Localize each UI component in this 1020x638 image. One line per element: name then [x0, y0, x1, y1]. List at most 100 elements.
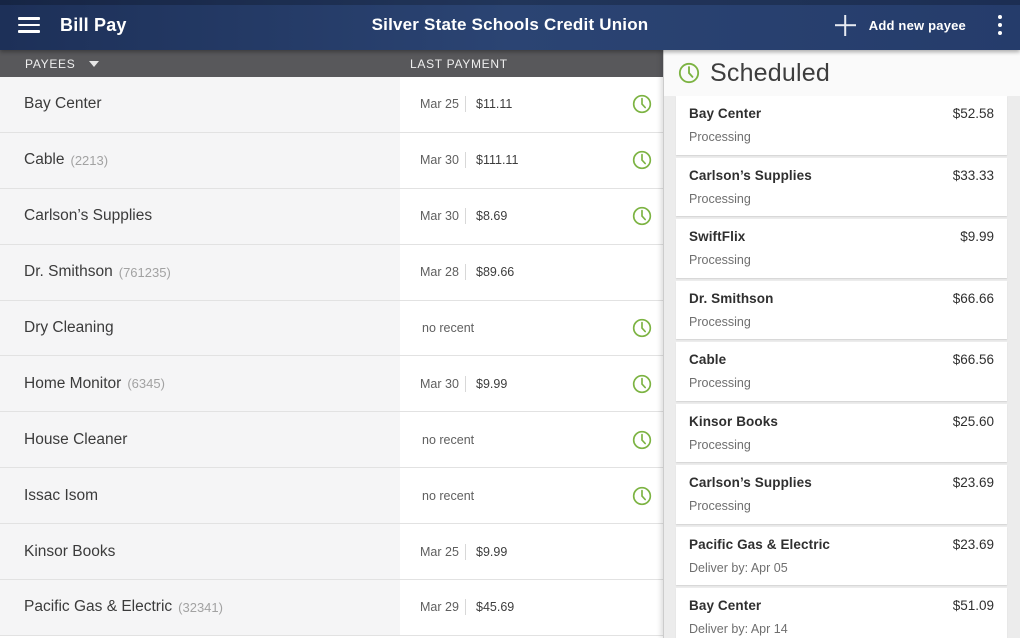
scheduled-item-top: Pacific Gas & Electric $23.69 — [689, 537, 994, 552]
scheduled-item[interactable]: Carlson’s Supplies $23.69 Processing — [676, 465, 1007, 524]
sort-arrow-icon[interactable] — [89, 60, 100, 67]
payment-divider — [465, 543, 466, 560]
scheduled-item[interactable]: SwiftFlix $9.99 Processing — [676, 219, 1007, 278]
payment-amount: $8.69 — [476, 209, 508, 224]
payee-row[interactable]: Dry Cleaning no recent — [0, 300, 663, 357]
add-new-payee-button[interactable]: Add new payee — [831, 9, 970, 42]
scheduled-status: Processing — [689, 499, 751, 513]
last-payment-cell: Mar 30 $111.11 — [400, 133, 663, 188]
payee-cell: Carlson’s Supplies — [0, 188, 400, 244]
hamburger-menu-icon[interactable] — [18, 17, 40, 33]
scheduled-status: Processing — [689, 191, 751, 206]
payee-name: Bay Center — [24, 95, 102, 113]
payment-info: Mar 30 $9.99 — [420, 375, 508, 392]
scheduled-clock-icon — [632, 318, 652, 338]
payee-row[interactable]: Cable (2213) Mar 30 $111.11 — [0, 132, 663, 189]
payee-cell: Home Monitor (6345) — [0, 356, 400, 412]
add-new-payee-label: Add new payee — [868, 17, 966, 33]
payment-date: Mar 29 — [420, 600, 459, 615]
payee-cell: Issac Isom — [0, 468, 400, 524]
scheduled-amount: $9.99 — [960, 229, 994, 244]
payee-name: Home Monitor — [24, 374, 122, 392]
payee-name: Dr. Smithson — [24, 263, 113, 281]
scheduled-item[interactable]: Pacific Gas & Electric $23.69 Deliver by… — [676, 526, 1007, 585]
scheduled-status: Deliver by: Apr 05 — [689, 560, 788, 575]
last-payment-cell: Mar 25 $11.11 — [400, 77, 663, 132]
payment-divider — [465, 599, 466, 616]
scheduled-amount: $66.56 — [952, 352, 994, 367]
app-title: Bill Pay — [60, 14, 127, 35]
payee-row[interactable]: Carlson’s Supplies Mar 30 $8.69 — [0, 188, 663, 245]
last-payment-cell: no recent — [400, 412, 663, 467]
overflow-menu-icon[interactable] — [992, 10, 1008, 41]
scheduled-payee-name: SwiftFlix — [689, 229, 746, 244]
scheduled-item-top: Bay Center $52.58 — [689, 106, 994, 121]
scheduled-item[interactable]: Kinsor Books $25.60 Processing — [676, 403, 1007, 462]
last-payment-cell: Mar 30 $9.99 — [400, 356, 663, 411]
payee-cell: Kinsor Books — [0, 524, 400, 580]
payee-row[interactable]: Dr. Smithson (761235) Mar 28 $89.66 — [0, 244, 663, 301]
payee-row[interactable]: Home Monitor (6345) Mar 30 $9.99 — [0, 356, 663, 413]
payment-divider — [465, 208, 466, 225]
scheduled-item-top: SwiftFlix $9.99 — [689, 229, 994, 244]
scheduled-status: Deliver by: Apr 14 — [689, 622, 788, 636]
payee-row[interactable]: Kinsor Books Mar 25 $9.99 — [0, 524, 663, 581]
scheduled-amount: $51.09 — [952, 598, 994, 613]
scheduled-amount: $25.60 — [952, 413, 994, 429]
scheduled-amount: $66.66 — [952, 290, 994, 306]
payee-row[interactable]: Bay Center Mar 25 $11.11 — [0, 77, 663, 133]
payees-column-header[interactable]: PAYEES — [25, 56, 76, 71]
payee-name: Dry Cleaning — [24, 319, 114, 336]
payee-cell: Bay Center — [0, 77, 400, 132]
scheduled-clock-icon — [632, 95, 652, 114]
scheduled-status: Processing — [689, 376, 751, 390]
scheduled-title: Scheduled — [710, 58, 830, 87]
payee-row[interactable]: Pacific Gas & Electric (32341) Mar 29 $4… — [0, 580, 663, 636]
scheduled-item[interactable]: Bay Center $52.58 Processing — [676, 96, 1007, 155]
scheduled-item[interactable]: Carlson’s Supplies $33.33 Processing — [676, 157, 1007, 216]
last-payment-cell: no recent — [400, 301, 663, 356]
scheduled-clock-icon — [632, 374, 652, 394]
payee-cell: House Cleaner — [0, 412, 400, 468]
payment-divider — [465, 96, 466, 113]
payment-amount: $89.66 — [476, 265, 515, 280]
scheduled-panel: Scheduled Bay Center $52.58 Processing C… — [663, 50, 1020, 638]
scheduled-status: Processing — [689, 437, 751, 452]
last-payment-cell: Mar 30 $8.69 — [400, 189, 663, 244]
scheduled-payee-name: Bay Center — [689, 106, 762, 121]
payment-date: Mar 25 — [420, 544, 459, 559]
scheduled-payee-name: Kinsor Books — [689, 413, 778, 429]
scheduled-amount: $23.69 — [952, 475, 994, 490]
payment-info: Mar 29 $45.69 — [420, 599, 514, 616]
payee-cell: Cable (2213) — [0, 132, 400, 188]
scheduled-item-top: Dr. Smithson $66.66 — [689, 291, 994, 306]
scheduled-item[interactable]: Bay Center $51.09 Deliver by: Apr 14 — [676, 588, 1007, 638]
scheduled-clock-icon — [632, 486, 652, 505]
payee-name: House Cleaner — [24, 430, 128, 448]
scheduled-status: Processing — [689, 314, 751, 329]
payee-name: Pacific Gas & Electric — [24, 598, 173, 616]
scheduled-payee-name: Pacific Gas & Electric — [689, 536, 831, 552]
scheduled-amount: $23.69 — [952, 536, 994, 552]
payment-date: Mar 28 — [420, 265, 459, 280]
scheduled-item[interactable]: Cable $66.56 Processing — [676, 342, 1007, 401]
scheduled-item[interactable]: Dr. Smithson $66.66 Processing — [676, 280, 1007, 339]
payee-row[interactable]: Issac Isom no recent — [0, 468, 663, 525]
scheduled-amount: $52.58 — [952, 106, 994, 121]
payees-panel: PAYEES LAST PAYMENT Bay Center Mar 25 $1… — [0, 50, 663, 638]
no-recent-label: no recent — [422, 432, 475, 447]
payment-info: Mar 28 $89.66 — [420, 264, 515, 281]
payment-amount: $111.11 — [476, 153, 519, 168]
scheduled-clock-icon — [632, 151, 652, 170]
payee-row[interactable]: House Cleaner no recent — [0, 412, 663, 469]
scheduled-item-top: Cable $66.56 — [689, 352, 994, 367]
scheduled-item-top: Bay Center $51.09 — [689, 598, 994, 613]
payee-cell: Dry Cleaning — [0, 300, 400, 356]
scheduled-amount: $33.33 — [952, 167, 994, 183]
scheduled-payee-name: Dr. Smithson — [689, 290, 774, 306]
scheduled-payee-name: Cable — [689, 352, 727, 367]
scheduled-status: Processing — [689, 253, 751, 267]
payee-cell: Pacific Gas & Electric (32341) — [0, 580, 400, 635]
payment-amount: $9.99 — [476, 376, 508, 391]
